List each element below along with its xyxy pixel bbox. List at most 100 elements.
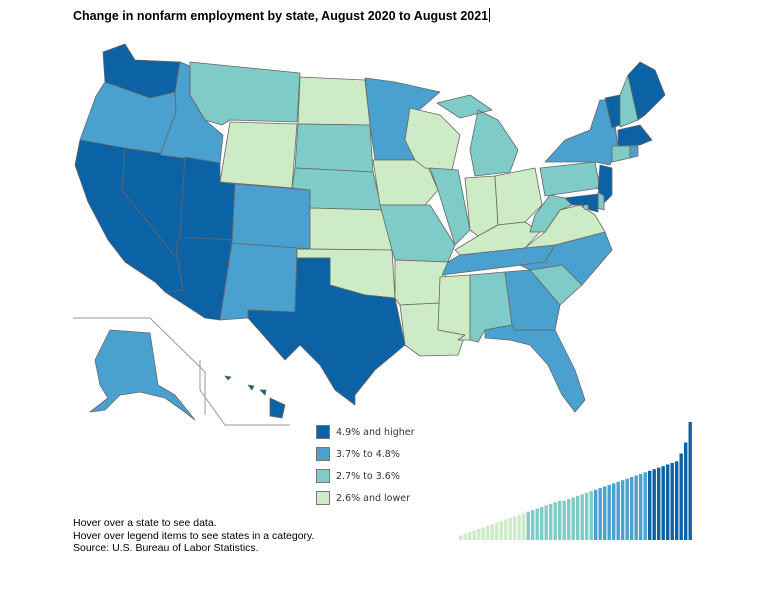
rank-bar[interactable]: [544, 505, 548, 540]
map-legend: 4.9% and higher 3.7% to 4.8% 2.7% to 3.6…: [316, 421, 415, 509]
rank-bar[interactable]: [639, 473, 643, 540]
state-WY[interactable]: [219, 121, 298, 189]
state-MD[interactable]: [564, 193, 599, 213]
legend-label-mid-low: 2.7% to 3.6%: [336, 470, 400, 482]
legend-swatch-mid-high: [316, 447, 330, 461]
state-OH[interactable]: [494, 167, 543, 226]
state-ND[interactable]: [297, 76, 371, 126]
state-PA[interactable]: [539, 161, 601, 197]
rank-bar[interactable]: [553, 502, 557, 540]
rank-bar[interactable]: [531, 510, 535, 540]
rank-bar[interactable]: [504, 519, 508, 541]
rank-bar[interactable]: [634, 475, 638, 541]
rank-bar[interactable]: [508, 518, 512, 540]
rank-bar[interactable]: [477, 529, 481, 540]
state-CO[interactable]: [231, 183, 311, 250]
legend-item-mid-low[interactable]: 2.7% to 3.6%: [316, 465, 415, 487]
rank-bar[interactable]: [459, 535, 463, 540]
rank-bar[interactable]: [652, 469, 656, 540]
rank-bar[interactable]: [688, 422, 692, 540]
map-title-text: Change in nonfarm employment by state, A…: [73, 9, 489, 23]
text-cursor: [489, 8, 491, 22]
legend-swatch-mid-low: [316, 469, 330, 483]
state-KS[interactable]: [309, 207, 393, 251]
state-SD[interactable]: [294, 123, 374, 173]
rank-bar[interactable]: [567, 499, 571, 540]
hover-legend-note: Hover over legend items to see states in…: [73, 529, 315, 542]
rank-bar[interactable]: [571, 497, 575, 541]
rank-bar[interactable]: [670, 462, 674, 540]
state-NY[interactable]: [544, 99, 619, 166]
source-note: Source: U.S. Bureau of Labor Statistics.: [73, 542, 259, 554]
rank-bar[interactable]: [585, 492, 589, 540]
rank-bar[interactable]: [495, 522, 499, 540]
rank-bar[interactable]: [481, 527, 485, 540]
rank-bar[interactable]: [607, 484, 611, 540]
hover-state-note: Hover over a state to see data.: [73, 517, 217, 529]
rank-bar[interactable]: [675, 461, 679, 540]
alaska-inset-border: [73, 317, 206, 415]
rank-bar[interactable]: [490, 524, 494, 540]
state-IL[interactable]: [429, 167, 471, 246]
legend-item-high[interactable]: 4.9% and higher: [316, 421, 415, 443]
legend-label-low: 2.6% and lower: [336, 492, 411, 504]
rank-bar[interactable]: [472, 530, 476, 540]
state-CT[interactable]: [611, 145, 631, 163]
legend-item-low[interactable]: 2.6% and lower: [316, 487, 415, 509]
rank-bar[interactable]: [621, 480, 625, 540]
state-MI[interactable]: [436, 94, 519, 177]
rank-bar[interactable]: [603, 486, 607, 541]
hawaii-inset-border: [199, 360, 290, 426]
rank-bar[interactable]: [648, 470, 652, 540]
state-ME[interactable]: [627, 61, 666, 121]
state-FL[interactable]: [484, 324, 586, 413]
rank-bar[interactable]: [513, 516, 517, 540]
rank-bar[interactable]: [684, 442, 688, 541]
rank-bar[interactable]: [612, 483, 616, 540]
rank-bar[interactable]: [517, 514, 521, 540]
state-IN[interactable]: [464, 175, 499, 237]
rank-bar[interactable]: [616, 481, 620, 540]
rank-bar[interactable]: [562, 500, 566, 540]
state-MA[interactable]: [617, 124, 653, 147]
rank-bar[interactable]: [594, 489, 598, 540]
rank-bar[interactable]: [580, 494, 584, 540]
rank-bar[interactable]: [463, 533, 467, 540]
rank-bar[interactable]: [598, 488, 602, 540]
state-DC[interactable]: [583, 204, 589, 210]
state-NM[interactable]: [219, 242, 298, 321]
state-TX[interactable]: [247, 257, 406, 406]
rank-bar[interactable]: [630, 477, 634, 540]
map-title: Change in nonfarm employment by state, A…: [73, 8, 491, 23]
state-MS[interactable]: [437, 274, 471, 341]
rank-bar[interactable]: [589, 491, 593, 540]
legend-swatch-high: [316, 425, 330, 439]
rank-bar[interactable]: [549, 503, 553, 540]
legend-item-mid-high[interactable]: 3.7% to 4.8%: [316, 443, 415, 465]
rank-bar[interactable]: [666, 464, 670, 541]
state-RI[interactable]: [629, 145, 639, 159]
rank-bar[interactable]: [535, 508, 539, 541]
state-HI[interactable]: [224, 375, 286, 419]
rank-bar[interactable]: [576, 495, 580, 540]
legend-label-high: 4.9% and higher: [336, 426, 415, 438]
rank-bar[interactable]: [657, 467, 661, 540]
rank-bar[interactable]: [486, 525, 490, 540]
rank-bar[interactable]: [499, 521, 503, 540]
rank-bar[interactable]: [643, 472, 647, 540]
rank-bar[interactable]: [468, 532, 472, 540]
rank-bar[interactable]: [522, 513, 526, 540]
state-MT[interactable]: [189, 61, 301, 126]
rank-bar[interactable]: [558, 500, 562, 540]
legend-label-mid-high: 3.7% to 4.8%: [336, 448, 400, 460]
state-AK[interactable]: [89, 329, 196, 421]
legend-swatch-low: [316, 491, 330, 505]
state-WV[interactable]: [529, 194, 573, 233]
rank-bar[interactable]: [526, 511, 530, 540]
rank-bar[interactable]: [679, 453, 683, 541]
rank-bar[interactable]: [625, 478, 629, 540]
rank-bar[interactable]: [540, 507, 544, 540]
rank-bar[interactable]: [661, 466, 665, 540]
